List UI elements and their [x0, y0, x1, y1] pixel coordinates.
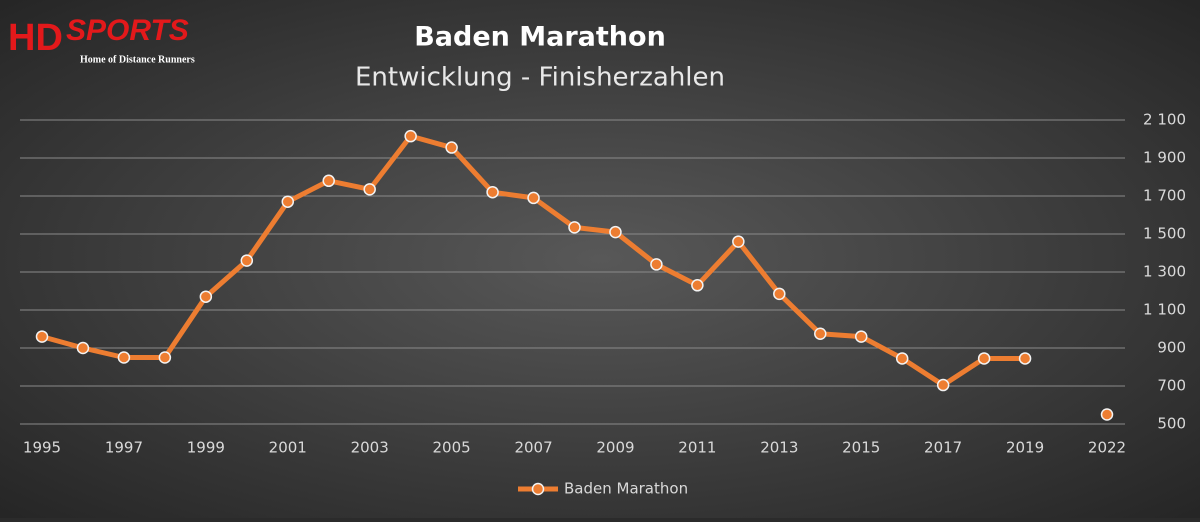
point: [650, 258, 663, 271]
y-tick-label: 500: [1157, 415, 1186, 433]
chart-subtitle: Entwicklung - Finisherzahlen: [355, 63, 725, 93]
x-tick-label: 1997: [105, 439, 143, 457]
point: [773, 287, 786, 301]
point: [609, 225, 622, 239]
point: [895, 352, 909, 365]
point: [691, 279, 704, 292]
point: [363, 183, 376, 196]
point: [240, 254, 254, 267]
point: [568, 221, 581, 234]
point: [1100, 408, 1114, 421]
point: [35, 330, 49, 343]
y-tick-label: 1 700: [1143, 187, 1186, 205]
logo-tagline: Home of Distance Runners: [80, 54, 195, 65]
y-tick-label: 1 900: [1143, 149, 1186, 167]
y-tick-label: 2 100: [1143, 111, 1186, 129]
point: [281, 195, 295, 208]
x-tick-label: 2015: [842, 439, 880, 457]
point: [854, 330, 868, 343]
point: [732, 235, 745, 248]
logo: HD SPORTS Home of Distance Runners: [8, 14, 195, 65]
logo-mark: HD: [8, 17, 63, 59]
point: [117, 351, 131, 364]
y-tick-label: 700: [1157, 377, 1186, 395]
logo-brand: SPORTS: [66, 14, 189, 47]
legend-label: Baden Marathon: [564, 480, 688, 498]
legend: Baden Marathon: [518, 480, 688, 498]
y-tick-label: 1 500: [1143, 225, 1186, 243]
y-tick-label: 1 100: [1143, 301, 1186, 319]
y-tick-label: 900: [1157, 339, 1186, 357]
x-tick-label: 2013: [760, 439, 798, 457]
x-tick-label: 1995: [23, 439, 61, 457]
x-tick-label: 2005: [433, 439, 471, 457]
point: [76, 341, 90, 355]
point: [486, 185, 499, 199]
point: [936, 378, 950, 392]
x-tick-label: 2003: [351, 439, 389, 457]
x-tick-label: 2022: [1088, 439, 1126, 457]
x-tick-label: 2017: [924, 439, 962, 457]
x-tick-label: 2001: [269, 439, 307, 457]
legend-marker: [531, 482, 545, 496]
point: [158, 351, 172, 364]
chart-title: Baden Marathon: [414, 22, 666, 53]
point: [199, 290, 213, 303]
x-tick-label: 1999: [187, 439, 225, 457]
x-tick-label: 2007: [514, 439, 552, 457]
x-tick-label: 2019: [1006, 439, 1044, 457]
point: [814, 327, 827, 340]
point: [1018, 352, 1032, 365]
point: [977, 352, 991, 365]
x-tick-label: 2011: [678, 439, 716, 457]
point: [404, 129, 417, 143]
y-tick-label: 1 300: [1143, 263, 1186, 281]
point: [445, 141, 458, 154]
point: [527, 191, 540, 205]
point: [322, 174, 335, 188]
x-tick-label: 2009: [596, 439, 634, 457]
